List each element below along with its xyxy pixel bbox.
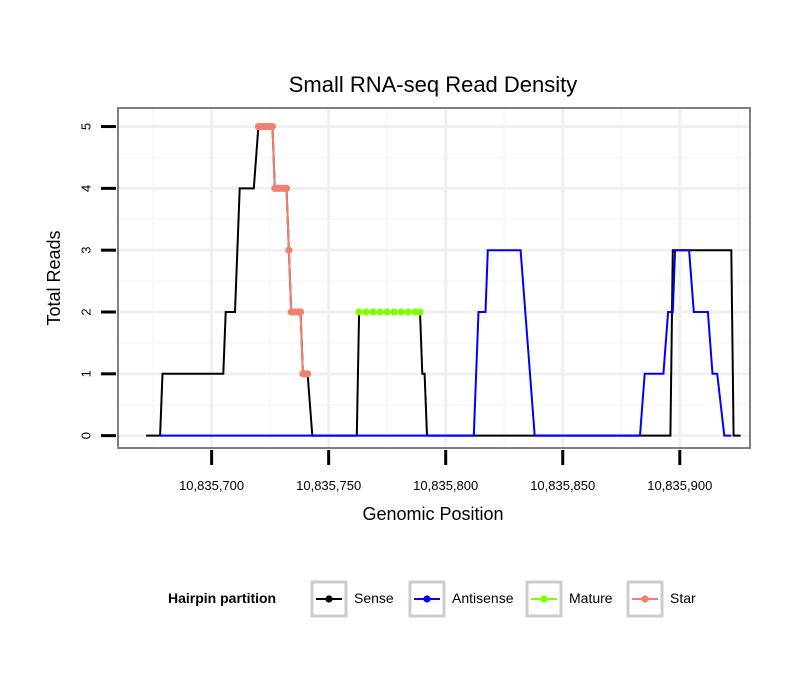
data-point [296, 308, 305, 316]
y-tick-label: 0 [79, 432, 94, 439]
data-point [404, 308, 412, 316]
panel-background [117, 107, 751, 449]
data-point [416, 308, 424, 316]
series-mature [355, 308, 424, 316]
y-tick-label: 2 [79, 308, 94, 315]
y-tick-label: 3 [79, 247, 94, 254]
y-tick-label: 4 [79, 185, 94, 192]
y-tick-label: 1 [79, 370, 94, 377]
legend-label-mature: Mature [569, 590, 613, 606]
x-tick-label: 10,835,800 [413, 478, 478, 493]
legend-key-point [641, 595, 649, 603]
data-point [282, 184, 291, 192]
data-point [285, 246, 293, 254]
x-tick-label: 10,835,900 [647, 478, 712, 493]
legend-label-sense: Sense [354, 590, 394, 606]
x-axis-label: Genomic Position [362, 504, 503, 524]
legend-item-sense: Sense [310, 580, 394, 618]
legend-label-star: Star [670, 590, 696, 606]
x-axis: 10,835,700 10,835,750 10,835,800 10,835,850… [179, 450, 712, 493]
y-axis: 0 1 2 3 4 5 [79, 123, 116, 439]
data-point [390, 308, 398, 316]
series-line-antisense [160, 249, 732, 437]
chart-title: Small RNA-seq Read Density [289, 72, 578, 97]
legend-key-point [540, 595, 548, 603]
data-point [355, 308, 363, 316]
legend: Hairpin partition Sense Antisense Mature St… [168, 580, 696, 618]
data-point [397, 308, 405, 316]
y-tick-label: 5 [79, 123, 94, 130]
legend-item-star: Star [626, 580, 696, 618]
x-tick-label: 10,835,700 [179, 478, 244, 493]
y-axis-label: Total Reads [44, 230, 64, 325]
data-point [376, 308, 384, 316]
legend-key-point [423, 595, 431, 603]
legend-key-point [325, 595, 333, 603]
data-point [383, 308, 391, 316]
legend-title: Hairpin partition [168, 590, 276, 606]
data-point [369, 308, 377, 316]
x-tick-label: 10,835,850 [530, 478, 595, 493]
grid-lines [119, 109, 749, 447]
legend-label-antisense: Antisense [452, 590, 514, 606]
series-antisense [160, 249, 732, 437]
x-tick-label: 10,835,750 [296, 478, 361, 493]
plot-panel [117, 107, 751, 449]
legend-item-antisense: Antisense [408, 580, 514, 618]
data-point [362, 308, 370, 316]
data-point [268, 122, 277, 131]
data-point [304, 370, 312, 378]
series-star [254, 122, 312, 378]
series-layer [146, 122, 741, 437]
legend-item-mature: Mature [525, 580, 613, 618]
